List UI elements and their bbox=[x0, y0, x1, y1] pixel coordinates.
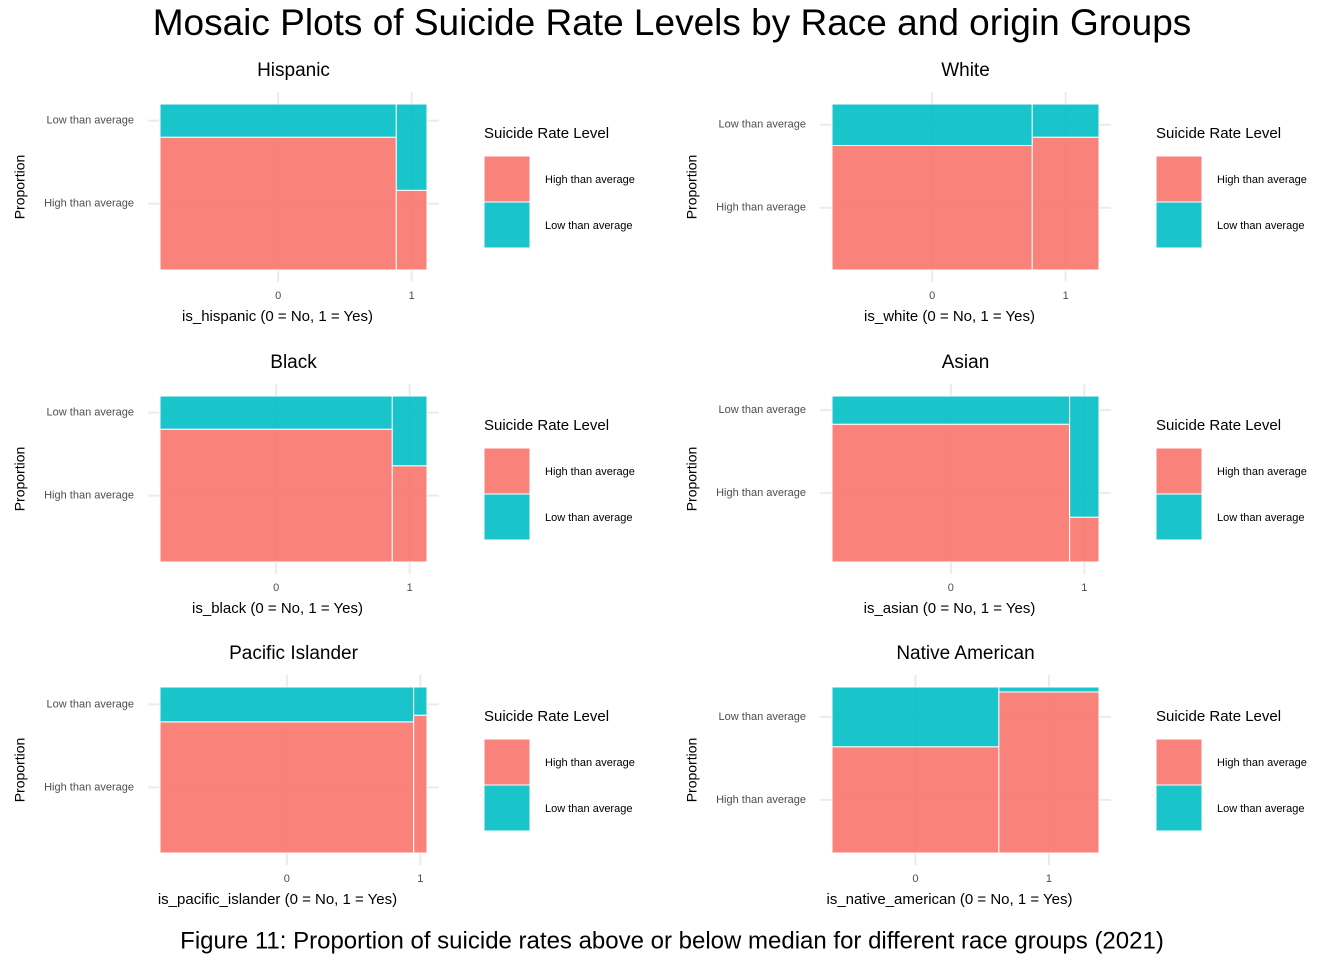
x-tick-label: 1 bbox=[417, 873, 423, 885]
y-tick-label: Low than average bbox=[719, 404, 806, 416]
legend-swatch bbox=[1155, 738, 1203, 786]
x-tick-label: 1 bbox=[1063, 290, 1069, 302]
legend-label: High than average bbox=[1217, 757, 1307, 769]
mosaic-tile bbox=[159, 721, 415, 854]
caption: Figure 11: Proportion of suicide rates a… bbox=[180, 927, 1164, 954]
legend-label: Low than average bbox=[1217, 220, 1304, 232]
y-tick-label: Low than average bbox=[719, 711, 806, 723]
mosaic-tile bbox=[391, 395, 428, 467]
mosaic-tile bbox=[1031, 103, 1100, 138]
mosaic-tile bbox=[413, 714, 428, 854]
x-axis-label: is_native_american (0 = No, 1 = Yes) bbox=[827, 891, 1073, 908]
mosaic-tile bbox=[395, 189, 428, 271]
y-axis-label: Proportion bbox=[12, 155, 28, 220]
legend-label: Low than average bbox=[545, 803, 632, 815]
y-tick-label: High than average bbox=[716, 487, 806, 499]
legend-label: High than average bbox=[1217, 466, 1307, 478]
mosaic-tile bbox=[831, 103, 1033, 146]
legend-swatch bbox=[1155, 155, 1203, 203]
legend-swatch bbox=[1155, 493, 1203, 541]
y-tick-label: High than average bbox=[716, 794, 806, 806]
y-axis-label: Proportion bbox=[684, 447, 700, 512]
x-tick-label: 0 bbox=[948, 582, 954, 594]
mosaic-tile bbox=[831, 686, 1000, 748]
mosaic-tile bbox=[831, 145, 1033, 271]
legend-swatch bbox=[483, 493, 531, 541]
mosaic-tile bbox=[998, 691, 1100, 854]
x-tick-label: 1 bbox=[409, 290, 415, 302]
legend-swatch bbox=[483, 784, 531, 832]
mosaic-tile bbox=[1069, 516, 1100, 563]
panel-title: White bbox=[941, 60, 990, 81]
panel-title: Black bbox=[270, 352, 317, 373]
legend-swatch bbox=[483, 447, 531, 495]
legend-title: Suicide Rate Level bbox=[1156, 125, 1281, 142]
x-axis-label: is_asian (0 = No, 1 = Yes) bbox=[864, 600, 1036, 617]
mosaic-tile bbox=[159, 428, 393, 563]
legend-title: Suicide Rate Level bbox=[484, 708, 609, 725]
legend-swatch bbox=[1155, 447, 1203, 495]
legend-swatch bbox=[483, 738, 531, 786]
legend-title: Suicide Rate Level bbox=[484, 417, 609, 434]
x-tick-label: 0 bbox=[912, 873, 918, 885]
x-tick-label: 1 bbox=[1046, 873, 1052, 885]
mosaic-tile bbox=[1031, 136, 1100, 271]
x-tick-label: 1 bbox=[1081, 582, 1087, 594]
y-tick-label: Low than average bbox=[47, 115, 134, 127]
x-tick-label: 0 bbox=[284, 873, 290, 885]
legend-label: Low than average bbox=[545, 512, 632, 524]
mosaic-tile bbox=[998, 686, 1100, 693]
x-axis-label: is_hispanic (0 = No, 1 = Yes) bbox=[182, 308, 373, 325]
y-tick-label: Low than average bbox=[47, 407, 134, 419]
mosaic-tile bbox=[831, 746, 1000, 854]
y-axis-label: Proportion bbox=[12, 447, 28, 512]
y-tick-label: Low than average bbox=[47, 698, 134, 710]
y-axis-label: Proportion bbox=[12, 738, 28, 803]
x-axis-label: is_pacific_islander (0 = No, 1 = Yes) bbox=[158, 891, 397, 908]
mosaic-tile bbox=[159, 103, 397, 138]
mosaic-tile bbox=[159, 136, 397, 271]
y-axis-label: Proportion bbox=[684, 155, 700, 220]
legend-label: High than average bbox=[545, 174, 635, 186]
x-tick-label: 0 bbox=[929, 290, 935, 302]
mosaic-tile bbox=[831, 423, 1071, 563]
legend-swatch bbox=[1155, 201, 1203, 249]
panel-title: Asian bbox=[942, 352, 990, 373]
legend-swatch bbox=[1155, 784, 1203, 832]
mosaic-tile bbox=[1069, 395, 1100, 518]
x-tick-label: 0 bbox=[275, 290, 281, 302]
mosaic-tile bbox=[159, 395, 393, 430]
legend-label: High than average bbox=[1217, 174, 1307, 186]
legend-title: Suicide Rate Level bbox=[1156, 417, 1281, 434]
legend-label: Low than average bbox=[545, 220, 632, 232]
panel-title: Hispanic bbox=[257, 60, 330, 81]
y-tick-label: High than average bbox=[44, 781, 134, 793]
mosaic-tile bbox=[413, 686, 428, 716]
legend-title: Suicide Rate Level bbox=[484, 125, 609, 142]
y-tick-label: High than average bbox=[44, 490, 134, 502]
mosaic-tile bbox=[831, 395, 1071, 425]
legend-label: Low than average bbox=[1217, 803, 1304, 815]
panel-title: Pacific Islander bbox=[229, 643, 359, 664]
legend-title: Suicide Rate Level bbox=[1156, 708, 1281, 725]
x-tick-label: 0 bbox=[273, 582, 279, 594]
y-tick-label: High than average bbox=[44, 198, 134, 210]
mosaic-tile bbox=[391, 465, 428, 563]
mosaic-tile bbox=[395, 103, 428, 191]
x-tick-label: 1 bbox=[407, 582, 413, 594]
legend-swatch bbox=[483, 201, 531, 249]
legend-label: High than average bbox=[545, 757, 635, 769]
y-tick-label: Low than average bbox=[719, 119, 806, 131]
main-title: Mosaic Plots of Suicide Rate Levels by R… bbox=[153, 2, 1192, 43]
legend-label: High than average bbox=[545, 466, 635, 478]
y-tick-label: High than average bbox=[716, 202, 806, 214]
panel-title: Native American bbox=[896, 643, 1034, 664]
y-axis-label: Proportion bbox=[684, 738, 700, 803]
mosaic-tile bbox=[159, 686, 415, 723]
x-axis-label: is_white (0 = No, 1 = Yes) bbox=[864, 308, 1035, 325]
legend-swatch bbox=[483, 155, 531, 203]
x-axis-label: is_black (0 = No, 1 = Yes) bbox=[192, 600, 363, 617]
legend-label: Low than average bbox=[1217, 512, 1304, 524]
